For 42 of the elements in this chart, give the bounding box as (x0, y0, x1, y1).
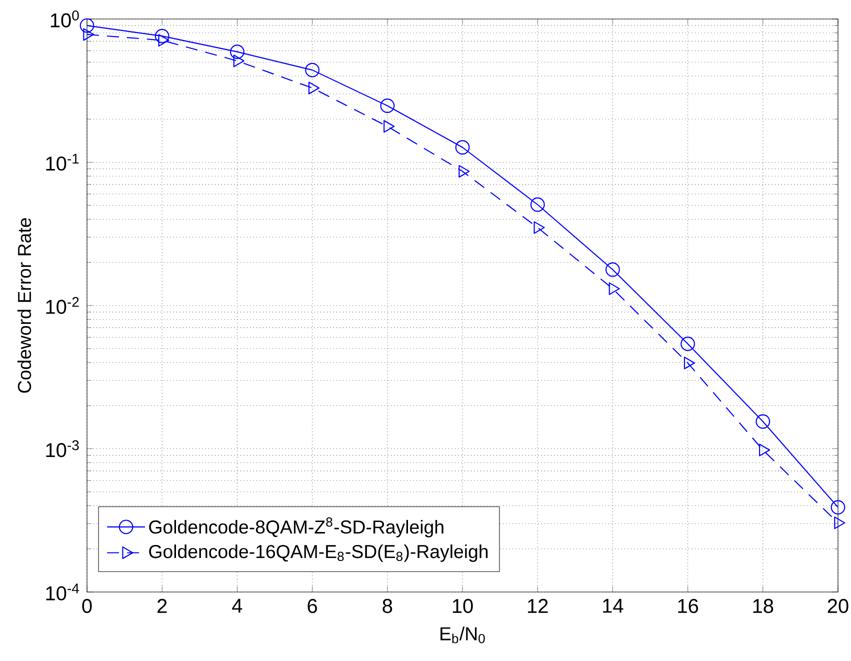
legend-label: Goldencode-8QAM-Z$^{8}$-SD-Rayleigh (149, 517, 444, 538)
x-axis-title: E$_{b}$/N$_{0}$ (440, 626, 485, 644)
y-tick-label: 10$^{-2}$ (46, 297, 79, 314)
point (830, 500, 846, 515)
x-tick-label: 12 (528, 598, 548, 613)
point (455, 140, 470, 155)
point (458, 165, 470, 178)
point (380, 98, 395, 113)
y-axis-title: Codeword Error Rate (17, 218, 32, 393)
legend-label: Goldencode-16QAM-E$_{8}$-SD(E$_{8}$)-Rayleigh (149, 544, 488, 562)
point (756, 414, 770, 429)
y-tick-label: 10$^{-4}$ (46, 584, 79, 600)
point (608, 282, 620, 296)
x-tick-label: 8 (382, 598, 392, 614)
point (759, 444, 770, 456)
x-tick-label: 18 (753, 598, 774, 614)
point (230, 44, 244, 60)
point (680, 336, 695, 352)
x-tick-label: 4 (232, 598, 242, 613)
point (534, 221, 545, 234)
point (530, 197, 545, 212)
point (233, 54, 244, 68)
point (154, 28, 170, 44)
x-tick-label: 14 (603, 598, 624, 613)
point (684, 356, 695, 370)
x-tick-label: 2 (158, 598, 167, 613)
x-tick-label: 10 (452, 598, 473, 614)
point (605, 262, 620, 277)
point (834, 516, 846, 530)
y-tick-label: 10$^{-1}$ (46, 154, 79, 171)
y-tick-label: 10$^{-3}$ (46, 440, 79, 458)
point (384, 120, 395, 133)
x-tick-label: 20 (828, 598, 848, 614)
point (308, 82, 320, 94)
x-tick-label: 6 (308, 598, 317, 614)
point (305, 62, 320, 78)
point (83, 28, 94, 41)
point (158, 34, 170, 47)
point (80, 18, 94, 33)
x-tick-label: 0 (82, 598, 92, 614)
y-tick-label: 10$^{0}$ (50, 10, 79, 28)
x-tick-label: 16 (678, 598, 698, 614)
